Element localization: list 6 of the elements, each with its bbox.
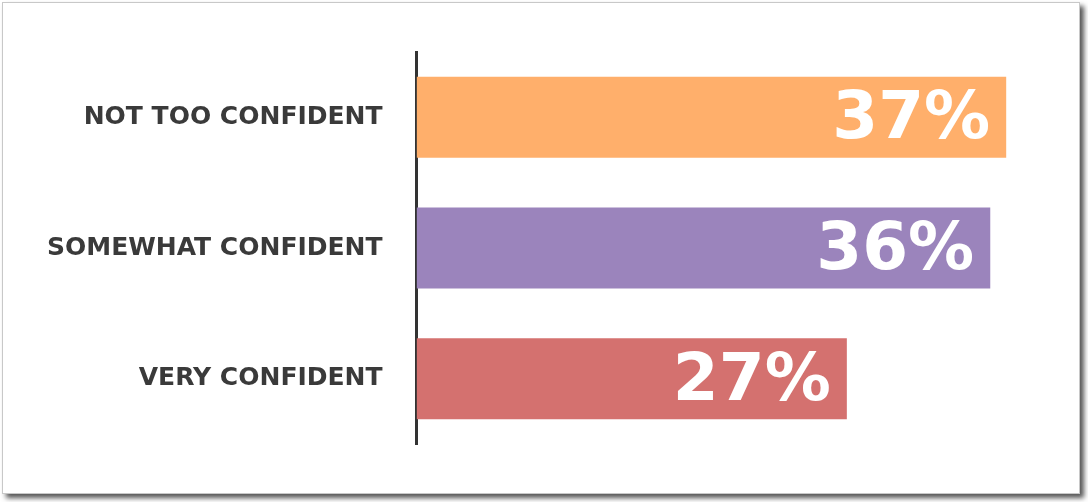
data-label: 37% — [832, 77, 991, 155]
y-tick-label: VERY CONFIDENT — [138, 362, 383, 392]
data-label: 36% — [816, 208, 975, 286]
y-tick-label: SOMEWHAT CONFIDENT — [46, 231, 383, 261]
y-tick-label: NOT TOO CONFIDENT — [83, 100, 383, 130]
data-label: 27% — [672, 338, 831, 416]
